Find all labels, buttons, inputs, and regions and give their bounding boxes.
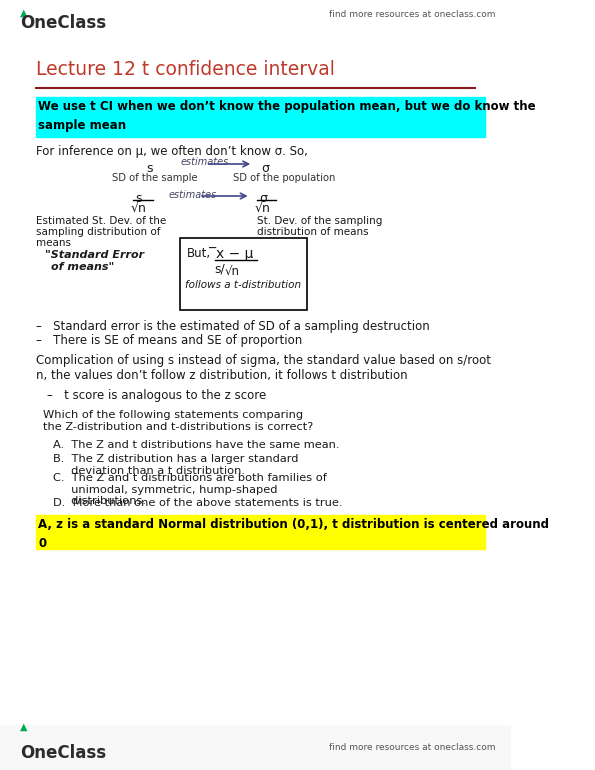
Text: Which of the following statements comparing
the Z-distribution and t-distributio: Which of the following statements compar… bbox=[43, 410, 313, 432]
Text: D.  More than one of the above statements is true.: D. More than one of the above statements… bbox=[53, 498, 343, 508]
Text: –   There is SE of means and SE of proportion: – There is SE of means and SE of proport… bbox=[36, 334, 302, 347]
Text: σ: σ bbox=[262, 162, 270, 175]
Text: sampling distribution of: sampling distribution of bbox=[36, 227, 161, 237]
Text: –   Standard error is the estimated of SD of a sampling destruction: – Standard error is the estimated of SD … bbox=[36, 320, 430, 333]
Text: √n: √n bbox=[130, 202, 146, 215]
Bar bbox=[36, 97, 485, 137]
Text: s: s bbox=[136, 192, 142, 205]
Text: means: means bbox=[36, 238, 71, 248]
Text: SD of the population: SD of the population bbox=[233, 173, 336, 183]
Text: √n: √n bbox=[255, 202, 271, 215]
Text: OneClass: OneClass bbox=[20, 14, 107, 32]
Text: ▲: ▲ bbox=[20, 8, 28, 18]
Text: OneClass: OneClass bbox=[20, 744, 107, 762]
Text: follows a t-distribution: follows a t-distribution bbox=[185, 280, 302, 290]
Text: A, z is a standard Normal distribution (0,1), t distribution is centered around
: A, z is a standard Normal distribution (… bbox=[38, 518, 549, 550]
Text: Estimated St. Dev. of the: Estimated St. Dev. of the bbox=[36, 216, 166, 226]
Text: We use t CI when we don’t know the population mean, but we do know the
sample me: We use t CI when we don’t know the popul… bbox=[38, 100, 536, 132]
Text: find more resources at oneclass.com: find more resources at oneclass.com bbox=[328, 10, 495, 19]
Text: √n: √n bbox=[225, 266, 240, 279]
Bar bbox=[0, 725, 511, 770]
Bar bbox=[180, 238, 307, 310]
Text: estimates: estimates bbox=[180, 157, 228, 167]
Text: "Standard Error: "Standard Error bbox=[45, 250, 144, 260]
Text: SD of the sample: SD of the sample bbox=[111, 173, 197, 183]
Text: For inference on μ, we often don’t know σ. So,: For inference on μ, we often don’t know … bbox=[36, 145, 308, 158]
Text: C.  The Z and t distributions are both families of
     unimodal, symmetric, hum: C. The Z and t distributions are both fa… bbox=[53, 473, 327, 506]
Text: But,: But, bbox=[187, 247, 211, 260]
Text: find more resources at oneclass.com: find more resources at oneclass.com bbox=[328, 744, 495, 752]
Text: Complication of using s instead of sigma, the standard value based on s/root
n, : Complication of using s instead of sigma… bbox=[36, 354, 491, 382]
Text: Lecture 12 t confidence interval: Lecture 12 t confidence interval bbox=[36, 60, 334, 79]
Text: –   t score is analogous to the z score: – t score is analogous to the z score bbox=[47, 389, 267, 402]
Bar bbox=[36, 515, 485, 549]
Text: A.  The Z and t distributions have the same mean.: A. The Z and t distributions have the sa… bbox=[53, 440, 340, 450]
Text: estimates: estimates bbox=[169, 190, 217, 200]
Text: of means": of means" bbox=[52, 262, 115, 272]
Text: B.  The Z distribution has a larger standard
     deviation than a t distributio: B. The Z distribution has a larger stand… bbox=[53, 454, 299, 476]
Text: ̅x − μ: ̅x − μ bbox=[216, 247, 253, 261]
Text: ▲: ▲ bbox=[20, 722, 28, 732]
Text: s: s bbox=[146, 162, 152, 175]
Text: distribution of means: distribution of means bbox=[258, 227, 369, 237]
Text: s/: s/ bbox=[215, 262, 226, 275]
Text: St. Dev. of the sampling: St. Dev. of the sampling bbox=[258, 216, 383, 226]
Text: σ: σ bbox=[259, 192, 267, 205]
Bar bbox=[0, 0, 511, 42]
